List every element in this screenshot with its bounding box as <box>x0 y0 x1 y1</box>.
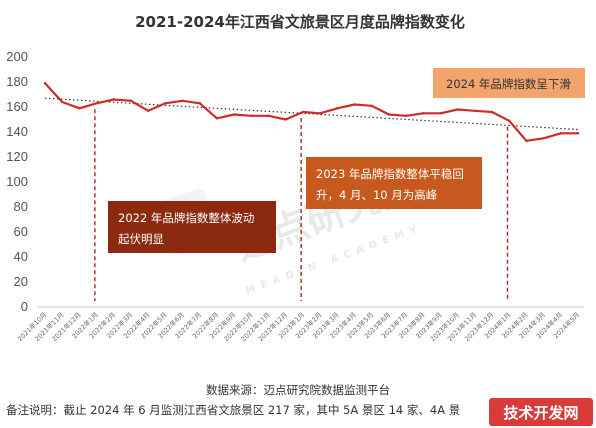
annotation-2022: 2022 年品牌指数整体波动 起伏明显 <box>108 201 276 253</box>
y-tick-label: 140 <box>6 124 28 139</box>
note-text: 备注说明：截止 2024 年 6 月监测江西省文旅景区 217 家，其中 5A … <box>6 403 460 417</box>
series-brand-index <box>43 82 580 142</box>
site-badge-label: 技术开发网 <box>503 404 578 422</box>
data-point <box>490 110 494 114</box>
y-tick-label: 60 <box>14 224 28 239</box>
data-point <box>181 99 184 102</box>
x-axis: 2021年10月2021年11月2021年12月2022年1月2022年2月20… <box>15 310 581 343</box>
data-point <box>508 119 511 122</box>
data-point <box>318 112 322 115</box>
data-point <box>370 104 373 107</box>
data-point <box>78 107 81 110</box>
y-tick-label: 0 <box>21 299 28 314</box>
annotation-2024-box <box>433 68 585 98</box>
y-tick-label: 160 <box>6 99 28 114</box>
data-point <box>284 118 287 121</box>
vertical-markers <box>94 109 509 301</box>
annotation-2023: 2023 年品牌指数整体平稳回 升，4 月、10 月为高峰 <box>306 157 482 209</box>
data-point <box>267 114 270 117</box>
data-point <box>422 112 425 115</box>
data-point <box>301 110 305 114</box>
annotation-2023-box <box>306 157 482 209</box>
data-point <box>146 109 150 112</box>
annotation-2023-line2: 升，4 月、10 月为高峰 <box>316 188 438 202</box>
data-point <box>559 132 563 135</box>
data-point <box>336 107 339 110</box>
data-point <box>215 117 219 120</box>
data-point <box>129 99 133 102</box>
data-point <box>456 108 459 111</box>
annotation-2022-box <box>108 201 276 253</box>
site-badge-box <box>489 398 593 426</box>
data-point <box>439 112 442 115</box>
annotation-2024: 2024 年品牌指数呈下滑 <box>433 68 585 98</box>
chart-title: 2021-2024年江西省文旅景区月度品牌指数变化 <box>135 13 465 31</box>
y-tick-label: 100 <box>6 174 28 189</box>
data-point <box>387 113 391 116</box>
y-tick-label: 180 <box>6 74 28 89</box>
annotation-2024-line1: 2024 年品牌指数呈下滑 <box>446 77 571 91</box>
y-axis: 0 20 40 60 80 100 120 140 160 180 200 <box>6 49 28 314</box>
data-point <box>95 102 98 105</box>
data-point <box>525 139 528 142</box>
data-point <box>353 103 356 106</box>
site-badge[interactable]: 技术开发网 <box>489 398 593 426</box>
y-tick-label: 20 <box>14 274 28 289</box>
data-point <box>112 98 115 101</box>
data-point <box>43 82 47 85</box>
annotation-2022-line2: 起伏明显 <box>118 232 164 246</box>
data-point <box>542 137 545 140</box>
annotation-2022-line1: 2022 年品牌指数整体波动 <box>118 211 254 225</box>
annotation-2023-line1: 2023 年品牌指数整体平稳回 <box>316 167 464 181</box>
data-point <box>250 114 253 117</box>
y-tick-label: 40 <box>14 249 28 264</box>
y-tick-label: 200 <box>6 49 28 64</box>
data-point <box>60 100 64 104</box>
y-tick-label: 120 <box>6 149 28 164</box>
data-point <box>164 102 167 105</box>
series-line <box>44 82 578 142</box>
source-text: 数据来源：迈点研究院数据监测平台 <box>206 383 390 397</box>
data-point <box>198 102 201 105</box>
data-point <box>473 109 477 112</box>
data-point <box>232 113 236 116</box>
data-point <box>404 114 408 117</box>
y-tick-label: 80 <box>14 199 28 214</box>
data-point <box>576 132 580 135</box>
